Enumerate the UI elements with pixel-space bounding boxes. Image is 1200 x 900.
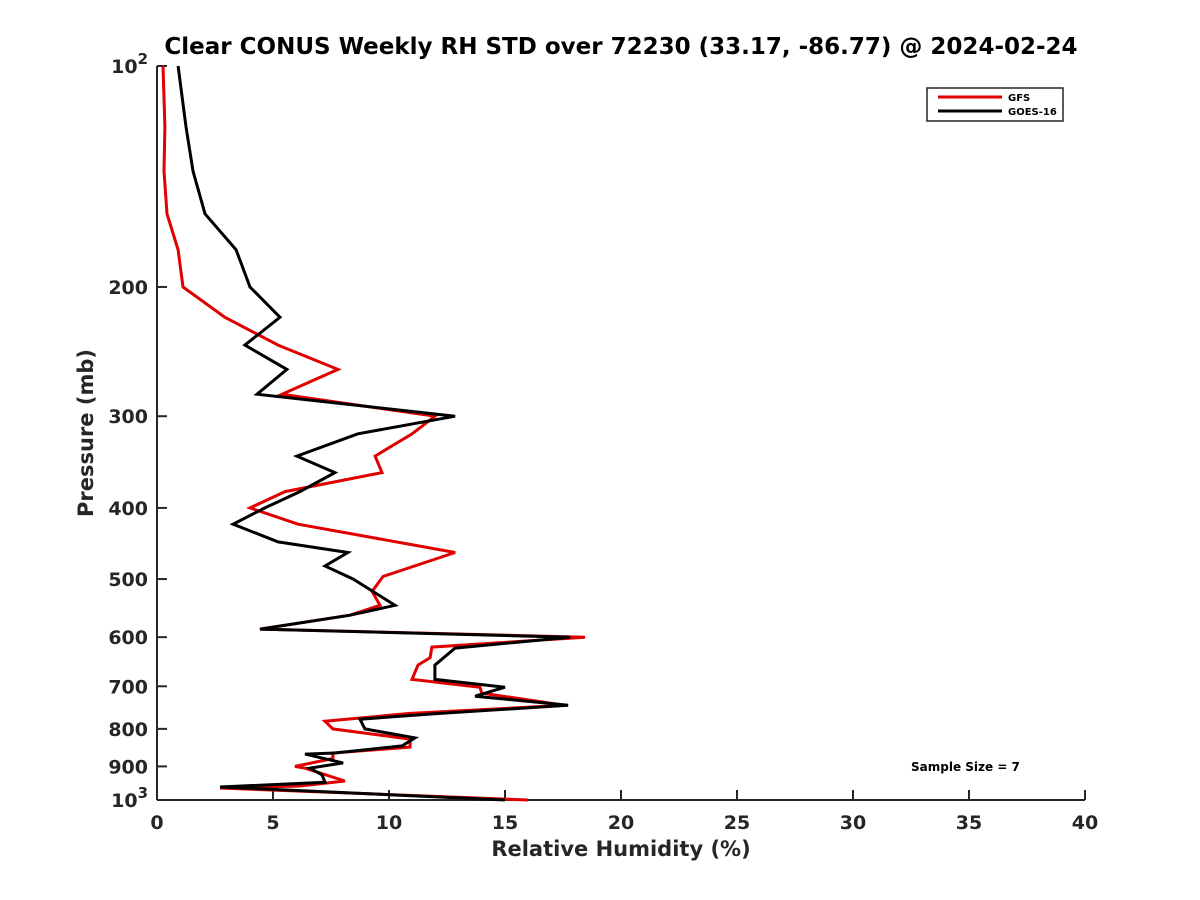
x-tick-label: 25 [724, 812, 750, 834]
y-tick-label: 200 [108, 277, 148, 299]
y-ticks: 102 200 300 400 500 600 700 800 900 103 [108, 50, 167, 812]
y-tick-label: 900 [108, 756, 148, 778]
x-axis-label: Relative Humidity (%) [491, 837, 750, 861]
x-ticks: 0 5 10 15 20 25 30 35 40 [150, 790, 1098, 834]
legend-label-goes16: GOES-16 [1008, 107, 1057, 118]
y-axis-label: Pressure (mb) [74, 349, 98, 517]
legend-box [926, 87, 1064, 122]
series-line-goes16 [176, 65, 571, 802]
x-tick-label: 20 [608, 812, 634, 834]
legend-label-gfs: GFS [1008, 93, 1030, 104]
x-tick-label: 0 [150, 812, 163, 834]
x-tick-label: 5 [266, 812, 279, 834]
y-tick-label: 700 [108, 676, 148, 698]
series-line-gfs [161, 65, 586, 802]
x-tick-label: 30 [840, 812, 866, 834]
chart-title: Clear CONUS Weekly RH STD over 72230 (33… [164, 34, 1077, 60]
y-tick-label: 500 [108, 569, 148, 591]
y-tick-label: 102 [111, 50, 148, 78]
x-tick-label: 10 [376, 812, 402, 834]
y-tick-label: 103 [111, 784, 148, 812]
sample-size-annotation: Sample Size = 7 [911, 760, 1020, 774]
legend: GFS GOES-16 [926, 87, 1064, 122]
axes [156, 66, 1085, 801]
x-tick-label: 35 [956, 812, 982, 834]
x-tick-label: 15 [492, 812, 518, 834]
series-layer [161, 65, 586, 802]
y-tick-label: 800 [108, 719, 148, 741]
y-tick-label: 300 [108, 406, 148, 428]
y-tick-label: 400 [108, 498, 148, 520]
y-tick-label: 600 [108, 627, 148, 649]
x-tick-label: 40 [1072, 812, 1098, 834]
